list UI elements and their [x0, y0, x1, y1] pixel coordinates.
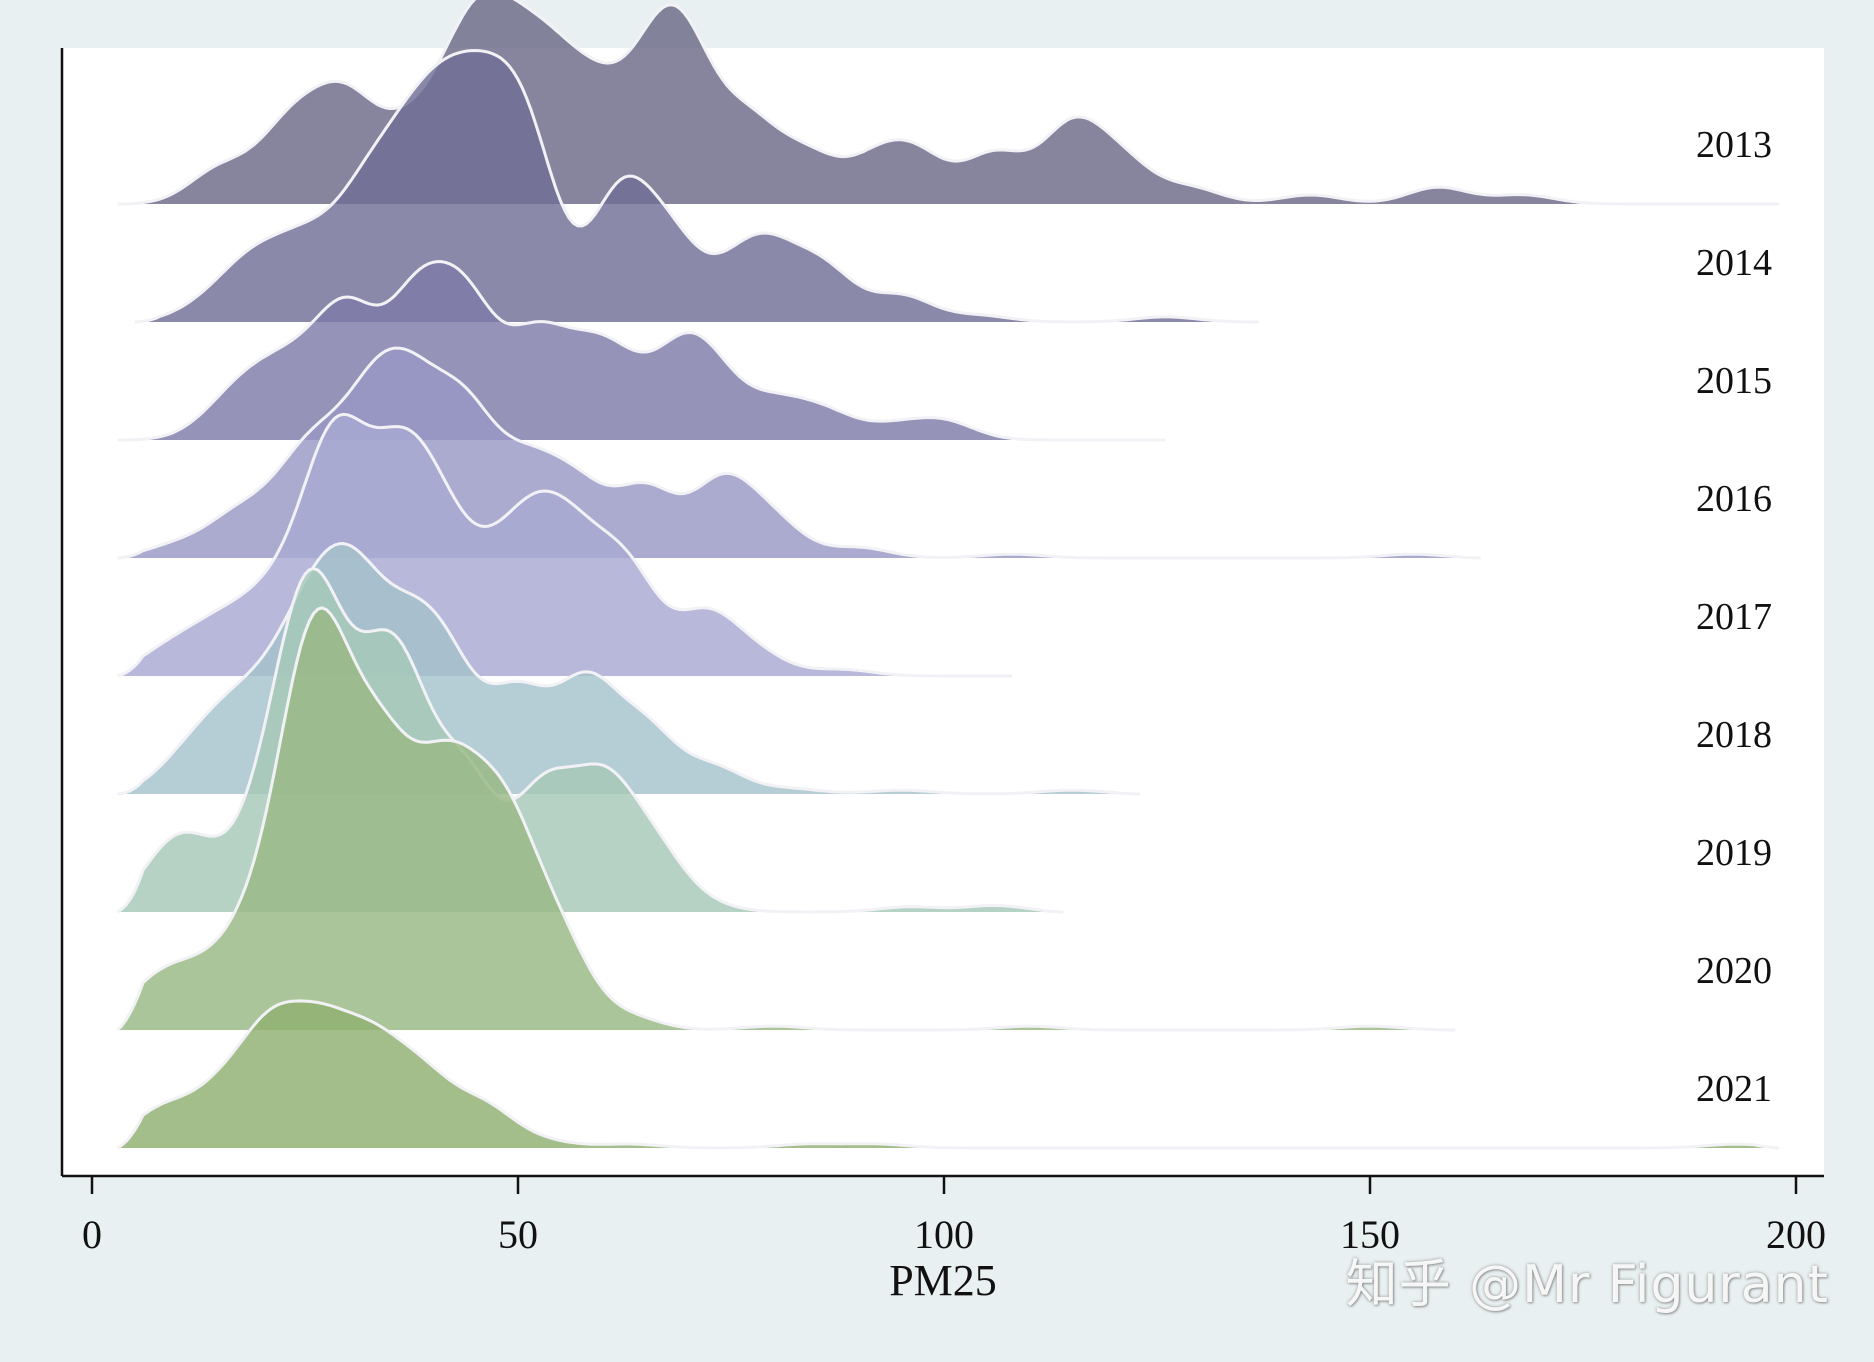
x-axis-title: PM25 — [889, 1256, 997, 1305]
x-tick-label: 0 — [82, 1212, 102, 1257]
ridge-2015-outline — [117, 260, 1166, 442]
year-label-2014: 2014 — [1696, 242, 1772, 284]
year-label-2015: 2015 — [1696, 360, 1772, 402]
x-tick-label: 50 — [498, 1212, 538, 1257]
year-label-2013: 2013 — [1696, 124, 1772, 166]
ridge-2014-outline — [134, 48, 1260, 324]
ridges — [116, 0, 1780, 1150]
year-label-2017: 2017 — [1696, 596, 1772, 638]
ridge-2018-outline — [117, 541, 1141, 796]
ridge-2020-area — [117, 607, 1456, 1030]
ridge-2021-area — [117, 1000, 1780, 1148]
year-label-2018: 2018 — [1696, 714, 1772, 756]
year-label-2019: 2019 — [1696, 832, 1772, 874]
ridge-2021-outline — [116, 999, 1780, 1150]
ridge-2013-outline — [117, 0, 1779, 206]
x-tick-label: 200 — [1766, 1212, 1826, 1257]
x-tick-label: 100 — [914, 1212, 974, 1257]
ridge-2020-outline — [116, 606, 1456, 1032]
year-label-2020: 2020 — [1696, 950, 1772, 992]
x-axis-ticks: 0 50 100 150 200 — [82, 1176, 1826, 1257]
year-label-2016: 2016 — [1696, 478, 1772, 520]
ridge-2016-outline — [117, 346, 1481, 560]
year-label-2021: 2021 — [1696, 1068, 1772, 1110]
ridge-2017-outline — [117, 412, 1013, 678]
ridge-2014-area — [134, 50, 1260, 322]
ridge-2019-outline — [116, 566, 1064, 914]
year-labels: 2013 2014 2015 2016 2017 2018 2019 2020 2021 — [1696, 124, 1772, 1110]
watermark: 知乎 @Mr Figurant — [1345, 1255, 1829, 1315]
x-tick-label: 150 — [1340, 1212, 1400, 1257]
